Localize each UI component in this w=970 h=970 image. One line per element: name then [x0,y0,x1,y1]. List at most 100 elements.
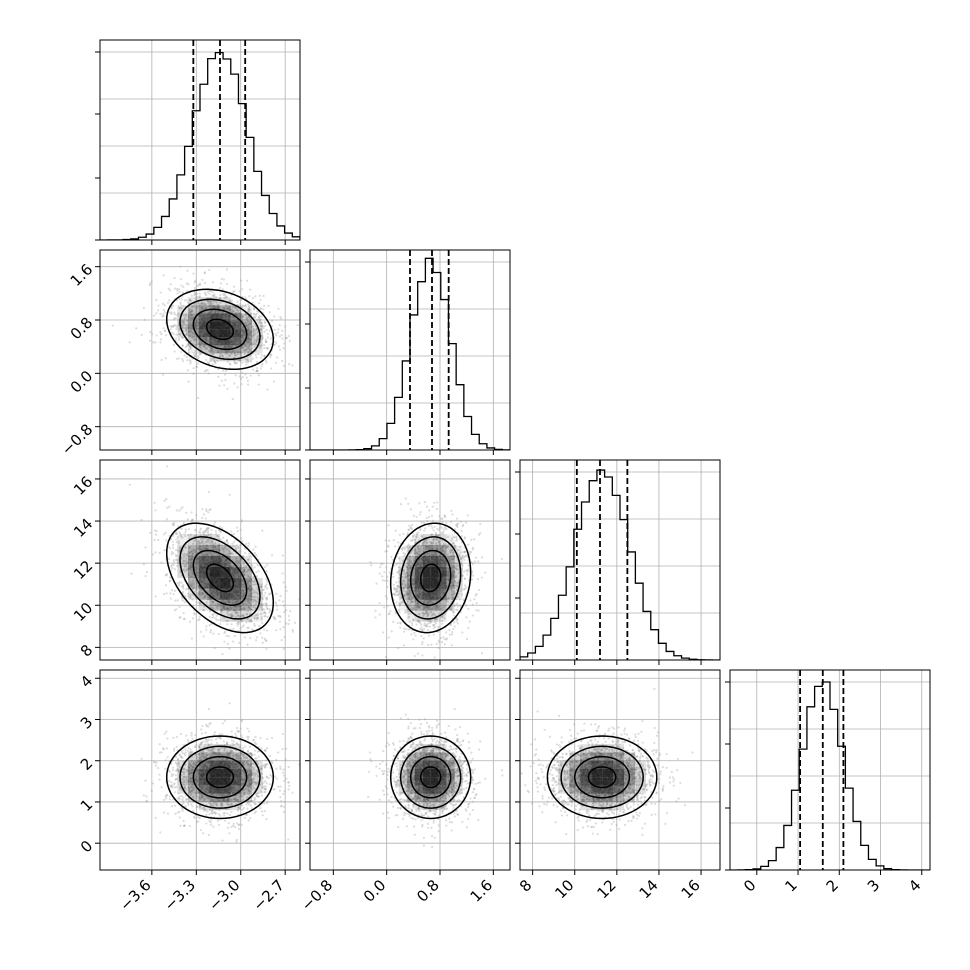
sample-point [420,561,423,564]
sample-point [438,540,441,543]
sample-point [258,314,262,318]
sample-point [419,628,422,631]
sample-point [425,605,429,609]
sample-point [236,624,239,627]
sample-point [436,527,439,531]
sample-point [189,564,192,567]
sample-point [441,591,445,594]
sample-point [246,609,250,612]
sample-point [402,601,405,604]
sample-point [189,362,192,365]
density-cell [241,556,252,567]
sample-point [171,540,175,543]
sample-point [169,597,172,600]
sample-point [402,587,406,590]
sample-point [442,549,445,553]
sample-point [200,342,203,345]
sample-point [449,564,453,567]
sample-point [451,558,454,561]
sample-point [437,608,441,611]
sample-point [420,623,423,626]
sample-point [183,532,186,535]
sample-point [195,365,198,369]
sample-point [183,563,186,567]
sample-point [194,352,198,356]
sample-point [196,354,199,358]
sample-point [172,318,175,321]
sample-point [407,616,410,619]
sample-point [273,315,276,318]
sample-point [407,589,411,592]
sample-point [399,626,402,629]
sample-point [236,622,239,625]
sample-point [454,587,457,590]
sample-point [191,556,194,559]
sample-point [408,524,411,527]
sample-point [176,549,180,552]
sample-point [182,322,185,325]
sample-point [163,304,166,307]
sample-point [180,277,183,281]
sample-point [279,628,282,631]
sample-point [231,310,234,313]
sample-point [217,632,221,636]
sample-point [194,325,198,328]
sample-point [453,576,456,579]
sample-point [233,319,236,322]
sample-point [248,599,251,602]
density-cell [241,305,252,314]
sample-point [245,570,249,573]
sample-point [183,617,186,620]
sample-point [256,336,259,339]
sample-point [253,599,256,602]
sample-point [436,501,439,504]
sample-point [234,313,237,316]
sample-point [202,609,205,612]
sample-point [471,546,474,549]
sample-point [160,315,164,318]
sample-point [230,614,233,617]
density-cell [188,534,199,546]
sample-point [435,548,438,551]
sample-point [225,282,229,286]
sample-point [247,586,250,589]
sample-point [151,553,155,556]
sample-point [199,527,203,530]
sample-point [461,524,464,528]
sample-point [463,550,466,553]
sample-point [185,569,188,572]
sample-point [203,547,207,550]
sample-point [187,311,190,314]
sample-point [180,298,183,301]
sample-point [277,345,280,348]
sample-point [438,641,441,644]
sample-point [294,664,296,666]
sample-point [241,333,244,337]
sample-point [237,359,240,362]
sample-point [287,334,290,338]
sample-point [442,592,445,595]
sample-point [266,388,269,391]
sample-point [179,570,182,574]
sample-point [191,579,195,582]
sample-point [241,540,244,543]
sample-point [253,317,256,320]
sample-point [222,311,225,314]
sample-point [432,612,435,615]
sample-point [185,563,188,566]
sample-point [435,543,438,547]
sample-point [424,543,427,546]
sample-point [145,570,149,574]
sample-point [243,330,246,333]
sample-point [454,580,457,583]
sample-point [291,628,294,631]
sample-point [188,309,191,312]
sample-point [449,608,452,611]
sample-point [213,306,217,309]
sample-point [177,329,181,332]
sample-point [212,600,215,604]
sample-point [218,530,222,533]
sample-point [241,608,244,611]
sample-point [263,637,266,640]
sample-point [155,312,158,315]
